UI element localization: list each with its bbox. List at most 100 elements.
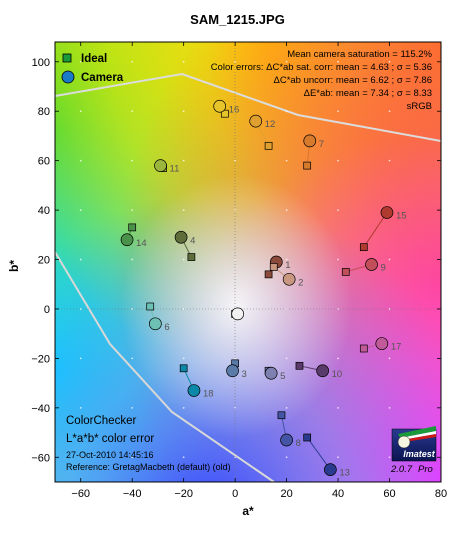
logo-wordmark: Imatest: [403, 449, 436, 459]
grid-dot: [234, 456, 237, 459]
grid: [79, 60, 441, 459]
grid-dot: [79, 456, 82, 459]
legend-camera-marker: [61, 70, 75, 84]
camera-marker: [120, 233, 134, 247]
patch-neutral: [231, 307, 245, 321]
camera-marker: [303, 134, 317, 148]
ideal-marker: [277, 411, 286, 420]
grid-dot: [234, 258, 237, 261]
grid-dot: [131, 60, 134, 63]
grid-dot: [234, 357, 237, 360]
ideal-marker: [220, 109, 229, 118]
x-axis-label: a*: [242, 504, 254, 518]
grid-dot: [182, 456, 185, 459]
stats-line-saturation: Mean camera saturation = 115.2%: [287, 49, 432, 60]
grid-dot: [182, 159, 185, 162]
y-tick-label: 40: [38, 205, 50, 217]
ideal-marker: [359, 243, 368, 252]
annotation-chart-name: ColorChecker: [66, 415, 136, 427]
grid-dot: [182, 209, 185, 211]
grid-dot: [182, 308, 185, 310]
camera-marker: [174, 230, 188, 244]
gamut-boundary: [55, 72, 441, 482]
x-tick-label: 0: [232, 488, 238, 500]
legend-ideal-marker: [62, 53, 72, 63]
y-tick-label: 20: [38, 255, 50, 267]
grid-dot: [285, 159, 288, 162]
patch-label: 4: [190, 235, 195, 246]
grid-dot: [234, 60, 237, 63]
error-line: [363, 212, 388, 248]
ideal-marker: [179, 364, 188, 373]
grid-dot: [337, 159, 339, 162]
camera-marker: [187, 384, 201, 397]
grid-dot: [388, 308, 391, 310]
grid-dot: [388, 110, 391, 113]
grid-dot: [182, 110, 185, 113]
patch-14: 14: [120, 223, 147, 249]
imatest-logo: Imatest 2.0.7 Pro: [390, 426, 437, 475]
ideal-marker: [303, 433, 312, 442]
camera-marker: [375, 337, 389, 350]
grid-dot: [79, 110, 82, 113]
x-tick-label: −60: [71, 488, 90, 500]
camera-marker: [365, 258, 378, 271]
stats-line-colorspace: sRGB: [407, 101, 432, 112]
x-tick-label: −40: [123, 488, 142, 500]
camera-marker: [380, 206, 394, 219]
x-tick-label: −20: [174, 488, 193, 500]
ideal-marker: [359, 344, 368, 353]
chart-title: SAM_1215.JPG: [190, 12, 285, 27]
grid-dot: [79, 209, 82, 211]
patch-12: 12: [249, 114, 276, 150]
ideal-marker: [146, 302, 155, 311]
grid-dot: [285, 406, 288, 409]
grid-dot: [337, 406, 339, 409]
grid-dot: [131, 308, 134, 310]
patch-11: 11: [154, 159, 179, 175]
patch-label: 10: [332, 369, 343, 380]
legend-ideal-label: Ideal: [81, 53, 107, 65]
patch-label: 12: [265, 119, 276, 130]
grid-dot: [234, 159, 237, 162]
grid-dot: [79, 308, 82, 310]
patch-6: 6: [146, 302, 170, 333]
patch-2: 2: [269, 263, 303, 288]
chart-annotation: ColorChecker L*a*b* color error 27-Oct-2…: [66, 415, 231, 472]
legend-camera-label: Camera: [81, 72, 124, 84]
patch-label: 8: [296, 438, 301, 449]
camera-marker: [154, 159, 167, 172]
patch-label: 1: [285, 260, 290, 271]
grid-dot: [131, 209, 134, 211]
patch-16: 16: [213, 99, 239, 118]
grid-dot: [285, 209, 288, 211]
grid-dot: [388, 406, 391, 409]
grid-dot: [131, 110, 134, 113]
y-tick-label: 80: [38, 106, 50, 118]
grid-dot: [79, 159, 82, 162]
patch-18: 18: [179, 364, 214, 400]
camera-marker: [280, 433, 293, 447]
grid-dot: [131, 258, 134, 261]
grid-dot: [131, 357, 134, 360]
grid-dot: [285, 357, 288, 360]
patch-label: 9: [381, 262, 386, 273]
annotation-chart-subtitle: L*a*b* color error: [66, 433, 154, 445]
camera-marker: [249, 114, 263, 128]
grid-dot: [388, 258, 391, 261]
grid-dot: [388, 456, 391, 459]
plot-frame: [54, 41, 442, 483]
camera-marker: [264, 366, 278, 380]
patch-13: 13: [303, 433, 350, 479]
grid-dot: [79, 357, 82, 360]
ideal-marker: [187, 253, 196, 261]
y-tick-label: 100: [32, 57, 50, 69]
patch-label: 17: [391, 342, 402, 353]
camera-marker: [213, 99, 227, 113]
grid-dot: [182, 258, 185, 261]
y-tick-label: 0: [44, 304, 50, 316]
ideal-marker: [269, 263, 278, 271]
grid-dot: [182, 357, 185, 360]
error-statistics: Mean camera saturation = 115.2% Color er…: [211, 49, 433, 112]
grid-dot: [337, 60, 339, 63]
